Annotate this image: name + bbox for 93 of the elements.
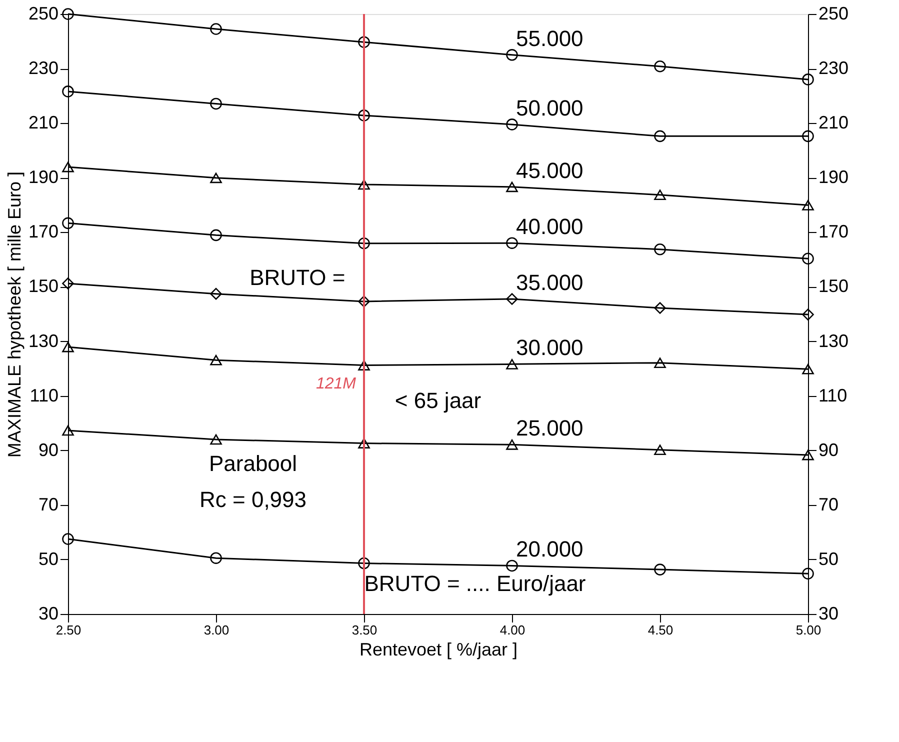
- annotation: Parabool: [208, 451, 298, 476]
- y2-tick-label: 190: [818, 167, 849, 188]
- y2-tick-label: 250: [818, 4, 849, 24]
- point: [506, 560, 518, 572]
- point: [210, 434, 222, 445]
- y-tick-label: 30: [38, 604, 58, 624]
- annotation: 121M: [316, 375, 357, 392]
- y-tick-label: 150: [28, 276, 58, 296]
- point: [210, 98, 222, 110]
- y2-tick-label: 130: [818, 330, 849, 351]
- y2-tick-label: 150: [818, 276, 849, 296]
- point: [654, 130, 666, 142]
- point: [358, 557, 370, 570]
- point: [802, 252, 814, 265]
- point: [358, 296, 370, 308]
- point: [654, 243, 666, 256]
- point: [506, 182, 518, 192]
- y-tick-label: 210: [28, 112, 58, 133]
- point: [654, 60, 666, 72]
- y-tick-label: 130: [28, 330, 58, 351]
- point: [802, 364, 814, 374]
- point: [62, 533, 74, 545]
- x-tick-label: 3.50: [352, 622, 378, 638]
- point: [506, 237, 518, 249]
- annotation: BRUTO =: [250, 265, 346, 290]
- y2-tick-label: 170: [818, 222, 849, 242]
- annotation: < 65 jaar: [394, 388, 482, 413]
- point: [358, 179, 370, 190]
- point: [62, 217, 74, 230]
- series-label: 55.000: [516, 26, 584, 51]
- point: [62, 86, 74, 98]
- point: [62, 162, 74, 172]
- series-label: 25.000: [516, 416, 584, 441]
- y-tick-label: 250: [28, 4, 58, 24]
- point: [210, 288, 222, 300]
- point: [210, 172, 222, 184]
- series-label: 45.000: [516, 158, 584, 183]
- point: [210, 552, 222, 564]
- point: [210, 229, 222, 242]
- y2-tick-label: 50: [818, 548, 839, 569]
- y-tick-label: 190: [28, 167, 58, 188]
- y-tick-label: 90: [38, 440, 58, 460]
- y-tick-label: 50: [38, 548, 58, 569]
- series-label: 50.000: [516, 95, 584, 120]
- annotation: BRUTO = .... Euro/jaar: [364, 571, 586, 596]
- series-label: 30.000: [516, 335, 584, 360]
- y2-tick-label: 30: [818, 604, 839, 624]
- point: [802, 450, 814, 460]
- point: [506, 118, 518, 130]
- series-label: 35.000: [516, 270, 584, 295]
- x-tick-label: 3.00: [204, 622, 230, 638]
- y2-tick-label: 90: [818, 440, 839, 460]
- point: [210, 354, 222, 366]
- x-tick-label: 5.00: [796, 622, 822, 638]
- x-tick-label: 4.50: [648, 622, 674, 638]
- point: [358, 36, 370, 48]
- x-tick-label: 4.00: [500, 622, 526, 638]
- point: [62, 278, 74, 290]
- point: [654, 302, 666, 314]
- point: [802, 74, 814, 86]
- point: [654, 564, 666, 576]
- y-tick-label: 230: [28, 58, 58, 78]
- point: [62, 342, 74, 352]
- y-tick-label: 110: [30, 385, 58, 406]
- series-label: 20.000: [516, 536, 584, 562]
- point: [358, 438, 370, 448]
- y2-tick-label: 110: [818, 385, 848, 406]
- point: [802, 568, 814, 580]
- point: [506, 49, 518, 61]
- series-label: 40.000: [516, 214, 584, 240]
- x-axis-title: Rentevoet [ %/jaar ]: [359, 640, 518, 660]
- point: [802, 200, 814, 210]
- point: [654, 190, 666, 200]
- y2-tick-label: 70: [818, 494, 839, 514]
- point: [802, 308, 814, 320]
- y2-tick-label: 230: [818, 58, 849, 78]
- annotation: Rc = 0,993: [199, 487, 307, 512]
- point: [654, 444, 666, 456]
- y-tick-label: 170: [28, 222, 58, 242]
- point: [506, 358, 518, 370]
- point: [358, 360, 370, 370]
- y-axis-title: MAXIMALE hypotheek [ mille Euro ]: [4, 171, 24, 458]
- y2-tick-label: 210: [818, 112, 849, 133]
- point: [506, 439, 518, 450]
- point: [358, 110, 370, 122]
- point: [358, 237, 370, 250]
- y-tick-label: 70: [38, 494, 58, 514]
- point: [210, 23, 222, 35]
- x-tick-label: 2.50: [56, 622, 82, 638]
- point: [802, 130, 814, 142]
- point: [654, 358, 666, 368]
- point: [62, 425, 74, 436]
- point: [506, 293, 518, 305]
